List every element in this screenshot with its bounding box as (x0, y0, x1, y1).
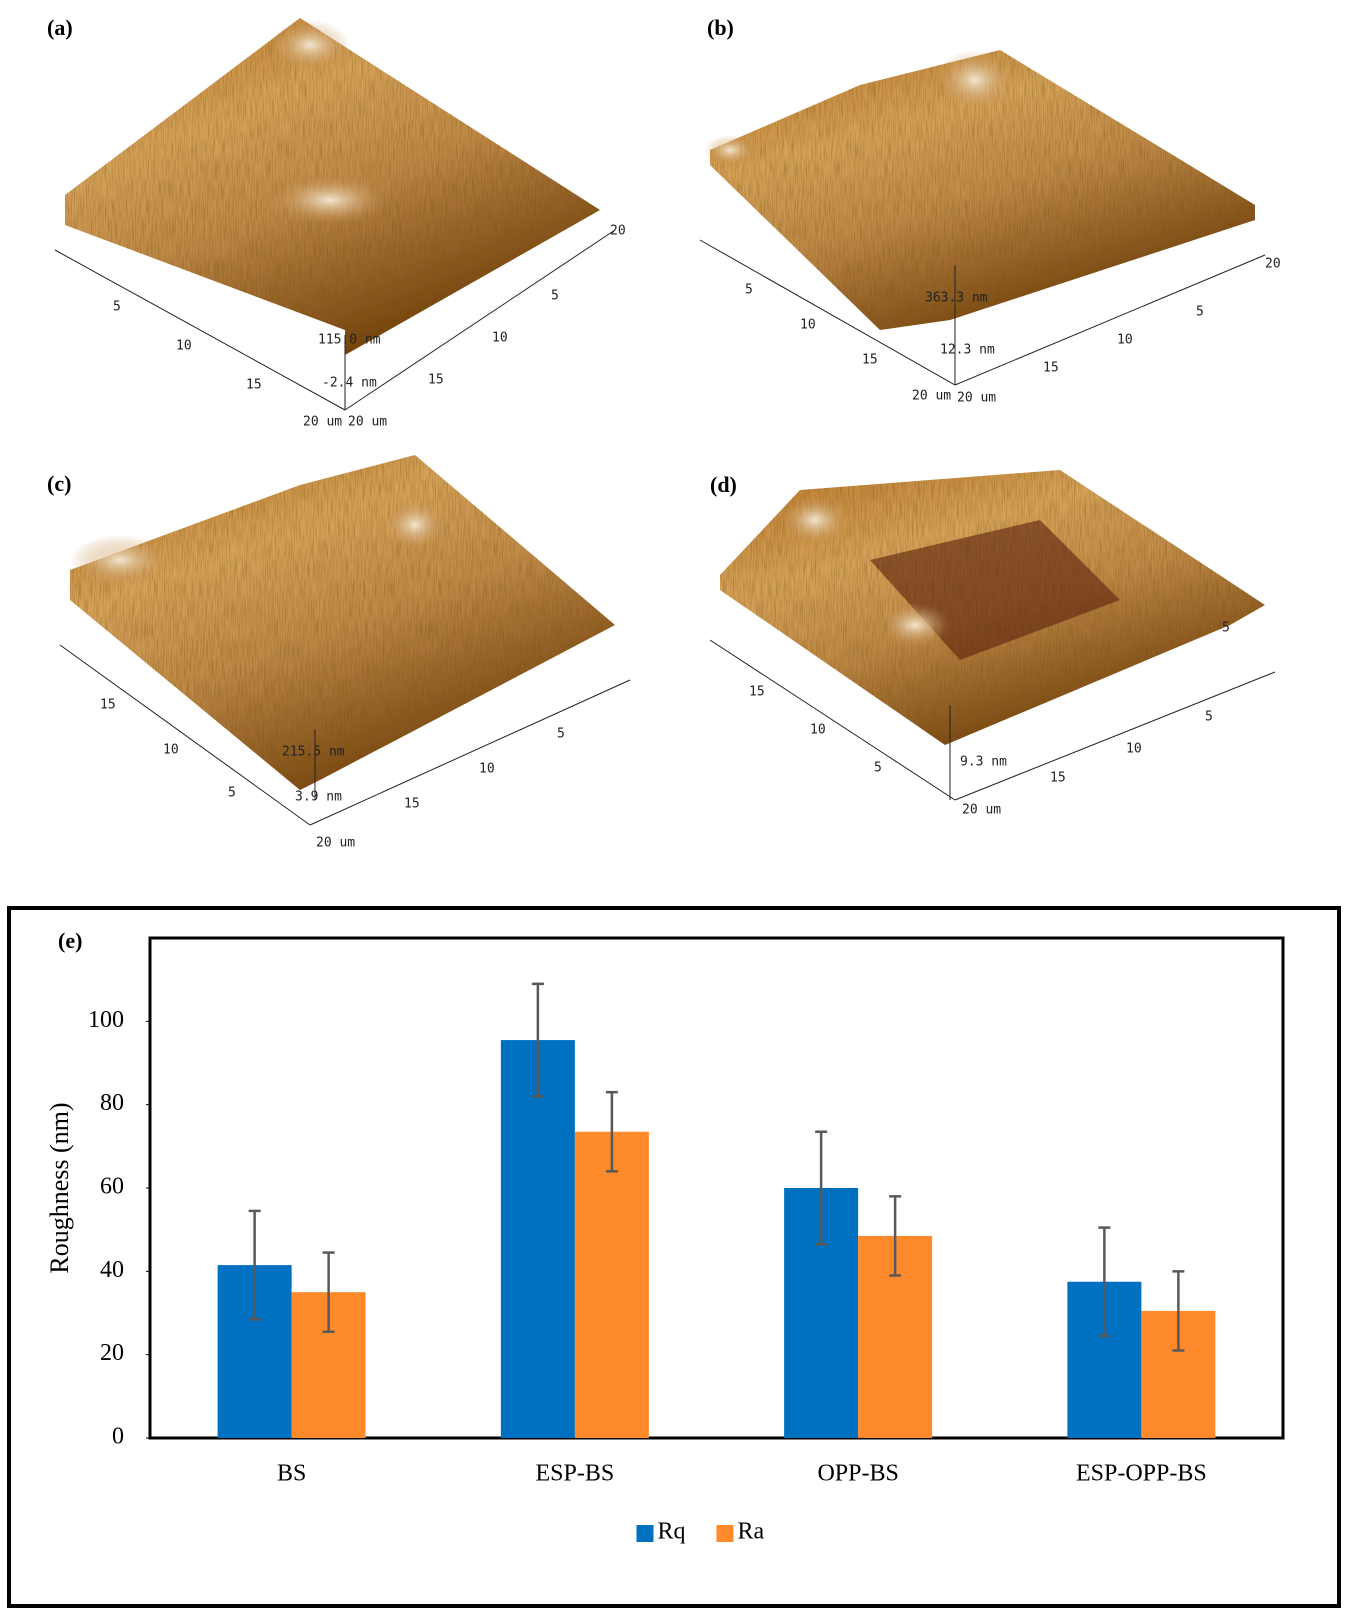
z-label: 9.3 nm (960, 755, 1007, 770)
axis-label: 10 (1117, 333, 1133, 348)
axis-label: 10 (176, 339, 192, 354)
axis-label: 10 (163, 743, 179, 758)
axis-label: 15 (404, 797, 420, 812)
axis-label: 20 um (303, 415, 342, 430)
afm-panel-d: (d) 15 10 5 20 um 15 10 5 5 9.3 nm (710, 470, 1275, 818)
afm-panel-c: (c) 15 10 5 20 um 15 10 5 215.5 nm 3.9 n… (47, 455, 630, 851)
axis-label: 20 (1265, 257, 1281, 272)
x-tick-label: ESP-BS (536, 1461, 615, 1487)
z-label: -2.4 nm (322, 376, 377, 391)
axis-label: 5 (228, 786, 236, 801)
axis-label: 15 (862, 353, 878, 368)
legend-swatch (717, 1525, 734, 1542)
legend-label: Ra (738, 1519, 765, 1545)
afm-peak (70, 535, 170, 585)
panel-label: (c) (47, 471, 71, 496)
afm-peak (270, 175, 390, 225)
z-label: 215.5 nm (282, 745, 345, 760)
afm-peak (705, 135, 755, 165)
axis-label: 5 (874, 761, 882, 776)
axis-label: 10 (810, 723, 826, 738)
axis-label: 15 (246, 378, 262, 393)
axis-label: 10 (492, 331, 508, 346)
afm-peak (385, 500, 445, 550)
axis-label: 10 (479, 762, 495, 777)
panel-label: (d) (710, 472, 737, 497)
axis-label: 20 (610, 224, 626, 239)
afm-panel-a: (a) 5 10 15 20 um 20 um 15 10 5 20 115.0… (47, 15, 626, 429)
y-tick-label: 40 (100, 1257, 124, 1283)
legend-label: Rq (658, 1519, 686, 1545)
axis-label: 20 um (912, 389, 951, 404)
y-axis-label: Roughness (nm) (45, 1102, 74, 1273)
afm-panel-b: (b) 5 10 15 20 um 20 um 15 10 5 20 363.3… (700, 15, 1281, 405)
afm-surface (70, 455, 615, 790)
axis-label: 10 (800, 318, 816, 333)
bar-chart: (e) Roughness (nm) 0 20 40 60 80 100 BS ESP-BS O… (9, 908, 1339, 1606)
axis-label: 10 (1126, 742, 1142, 757)
axis-label: 5 (557, 727, 565, 742)
panel-label: (e) (58, 928, 82, 953)
axis-label: 5 (1205, 710, 1213, 725)
x-tick-label: OPP-BS (817, 1461, 898, 1487)
afm-peak (880, 603, 950, 647)
axis-label: 15 (1043, 361, 1059, 376)
z-label: 115.0 nm (318, 333, 381, 348)
axis-label: 20 um (316, 836, 355, 851)
axis-label: 15 (1050, 771, 1066, 786)
z-label: 363.3 nm (925, 291, 988, 306)
y-tick-label: 80 (100, 1090, 124, 1116)
axis-label: 5 (1196, 305, 1204, 320)
axis-label: 15 (100, 698, 116, 713)
axis-label: 5 (113, 300, 121, 315)
panel-label: (b) (707, 15, 734, 40)
axis-label: 20 um (348, 415, 387, 430)
chart-frame (9, 908, 1339, 1606)
axis-label: 5 (551, 289, 559, 304)
x-tick-label: BS (277, 1461, 306, 1487)
afm-peak (270, 20, 350, 70)
afm-peak (780, 495, 850, 545)
afm-peak (935, 50, 1015, 110)
y-tick-label: 60 (100, 1174, 124, 1200)
panel-label: (a) (47, 15, 73, 40)
legend-swatch (637, 1525, 654, 1542)
axis-label: 20 um (957, 391, 996, 406)
y-tick-label: 100 (88, 1007, 124, 1033)
y-tick-label: 0 (112, 1424, 124, 1450)
bar (575, 1132, 649, 1438)
bar (501, 1040, 575, 1438)
axis-label: 5 (1222, 621, 1230, 636)
z-label: 3.9 nm (295, 790, 342, 805)
axis-label: 20 um (962, 803, 1001, 818)
axis-label: 15 (749, 685, 765, 700)
axis-label: 5 (745, 283, 753, 298)
x-tick-label: ESP-OPP-BS (1076, 1461, 1207, 1487)
y-tick-label: 20 (100, 1340, 124, 1366)
axis-label: 15 (428, 373, 444, 388)
figure: (a) 5 10 15 20 um 20 um 15 10 5 20 115.0… (0, 0, 1347, 1609)
z-label: 12.3 nm (940, 343, 995, 358)
